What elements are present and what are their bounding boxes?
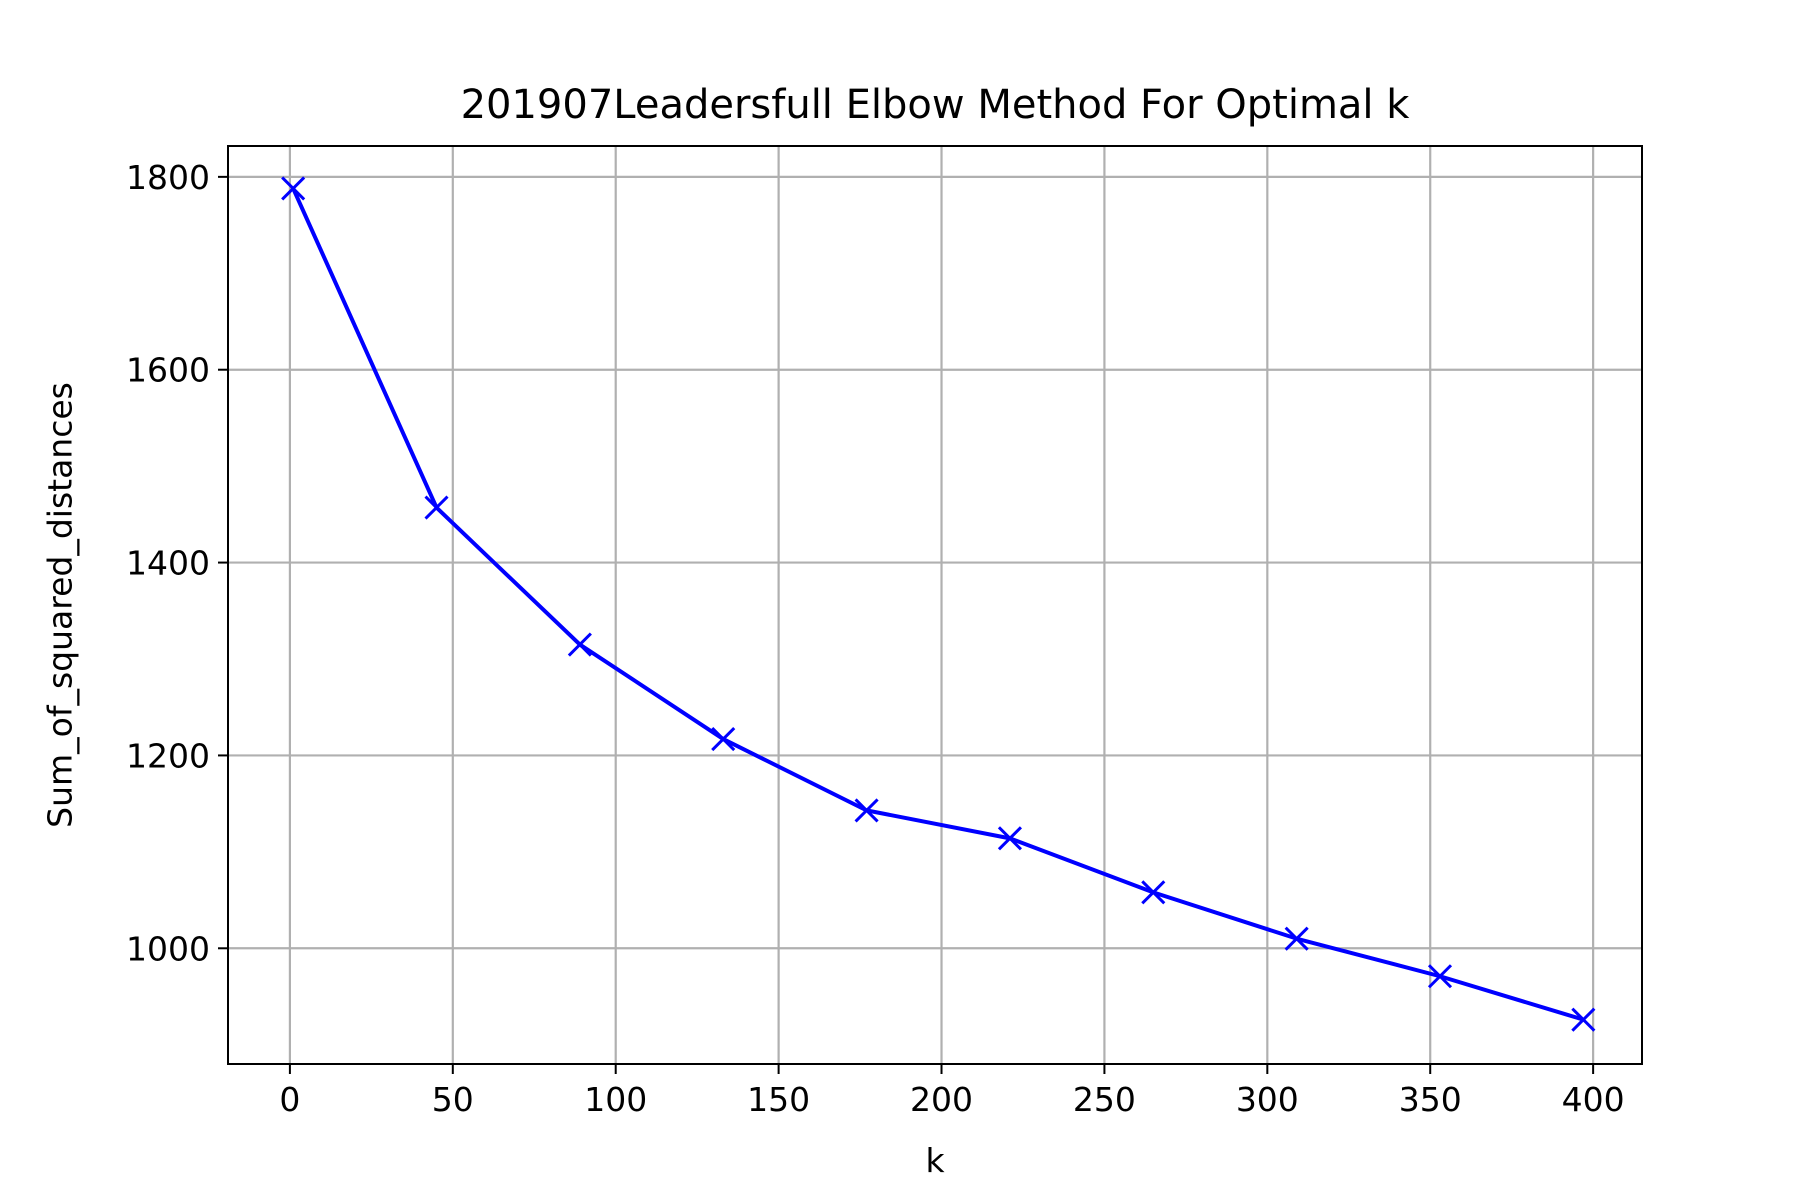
data-point-marker [711,726,736,752]
data-point-marker [1141,880,1166,905]
data-point-marker [281,176,306,201]
y-tick-label: 1000 [126,929,210,968]
x-tick-label: 100 [584,1080,647,1119]
y-tick-label: 1200 [126,736,210,775]
data-point-marker [854,798,879,823]
data-point-marker [1427,964,1453,989]
x-tick-label: 300 [1236,1080,1299,1119]
plot-frame [227,145,1643,1065]
x-tick-label: 250 [1073,1080,1136,1119]
x-tick-label: 50 [432,1080,474,1119]
data-point-marker [424,495,449,520]
x-tick-label: 400 [1562,1080,1625,1119]
data-series [281,176,1596,1032]
x-tick-label: 0 [279,1080,300,1119]
series-line [291,187,1584,1022]
axis-ticks: 0 50 100 150 200 250 300 350 400 1000 1200 1400 1600… [126,158,1625,1119]
y-tick-label: 1600 [126,351,210,390]
data-point-marker [567,632,592,657]
x-tick-label: 350 [1399,1080,1462,1119]
chart-title: 201907Leadersfull Elbow Method For Optim… [461,82,1411,128]
data-point-marker [997,826,1022,851]
x-tick-label: 200 [910,1080,973,1119]
grid-lines [228,146,1642,1064]
data-point-marker [1284,926,1309,951]
x-tick-label: 150 [747,1080,810,1119]
data-point-marker [1571,1007,1596,1032]
y-axis-title: Sum_of_squared_distances [41,382,80,828]
x-axis-title: k [925,1141,945,1180]
y-tick-label: 1400 [126,544,210,583]
y-tick-label: 1800 [126,158,210,197]
